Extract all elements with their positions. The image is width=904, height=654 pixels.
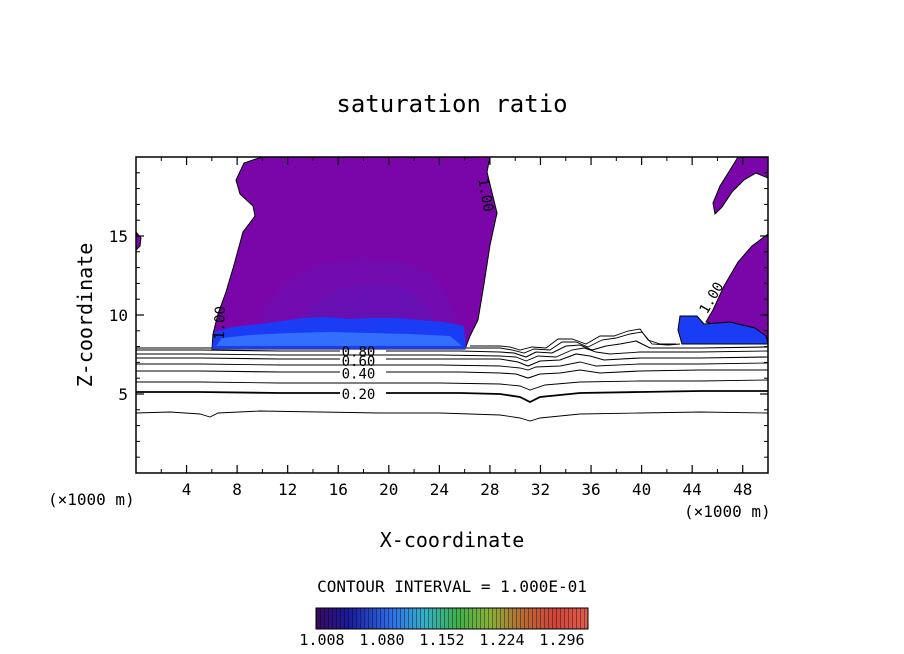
x-tick-label: 36 — [581, 480, 600, 499]
upper-right-anvil-region — [712, 157, 768, 216]
colorbar — [315, 607, 589, 630]
y-axis: 5 10 15 — [109, 172, 768, 458]
x-tick-label: 48 — [733, 480, 752, 499]
y-tick-label: 5 — [118, 385, 128, 404]
colorbar-tick-label: 1.008 — [299, 631, 344, 649]
x-tick-label: 20 — [379, 480, 398, 499]
x-tick-label: 28 — [480, 480, 499, 499]
contour-labels: 0.200.400.600.801.001.001.00 — [212, 177, 728, 403]
right-cloud-base — [677, 315, 768, 345]
colorbar-tick-label: 1.152 — [419, 631, 464, 649]
contour-line — [136, 361, 768, 371]
x-tick-label: 8 — [232, 480, 242, 499]
plot-area — [136, 157, 768, 422]
contour-lines — [136, 328, 768, 422]
x-tick-label: 40 — [632, 480, 651, 499]
contour-line — [136, 379, 768, 391]
contour-line-0.40 — [136, 369, 768, 379]
contour-line — [136, 347, 768, 362]
main-cloud-base-highlight — [216, 332, 462, 346]
x-unit-left: (×1000 m) — [48, 490, 135, 509]
contour-label: 0.60 — [342, 354, 376, 370]
colorbar-tick-label: 1.296 — [539, 631, 584, 649]
colorbar-tick-label: 1.224 — [479, 631, 524, 649]
contour-line-0.20 — [136, 390, 768, 404]
x-tick-label: 16 — [329, 480, 348, 499]
contour-label: 0.40 — [342, 366, 376, 382]
y-tick-label: 10 — [109, 306, 128, 325]
y-axis-label: Z-coordinate — [73, 243, 97, 388]
contour-interval-text: CONTOUR INTERVAL = 1.000E-01 — [317, 577, 587, 596]
x-tick-label: 4 — [182, 480, 192, 499]
contour-label: 0.20 — [342, 387, 376, 403]
colorbar-hatching — [316, 608, 588, 629]
y-tick-label: 15 — [109, 227, 128, 246]
x-axis-label: X-coordinate — [380, 528, 525, 552]
x-tick-label: 44 — [683, 480, 702, 499]
colorbar-labels: 1.008 1.080 1.152 1.224 1.296 — [299, 631, 584, 649]
x-tick-label: 24 — [430, 480, 449, 499]
contour-line — [136, 410, 768, 422]
contour-label: 0.80 — [342, 344, 376, 360]
x-unit-right: (×1000 m) — [684, 502, 771, 521]
x-tick-label: 32 — [531, 480, 550, 499]
colorbar-tick-label: 1.080 — [359, 631, 404, 649]
contour-label: 1.00 — [212, 306, 229, 340]
contour-line-0.60 — [136, 353, 768, 367]
x-axis: 4 8 12 16 20 24 28 32 36 40 44 48 — [160, 157, 752, 499]
chart-title: saturation ratio — [336, 90, 567, 118]
x-tick-label: 12 — [278, 480, 297, 499]
contour-line — [470, 328, 676, 351]
contour-label: 1.00 — [474, 177, 496, 213]
contour-line-0.80 — [136, 340, 768, 358]
